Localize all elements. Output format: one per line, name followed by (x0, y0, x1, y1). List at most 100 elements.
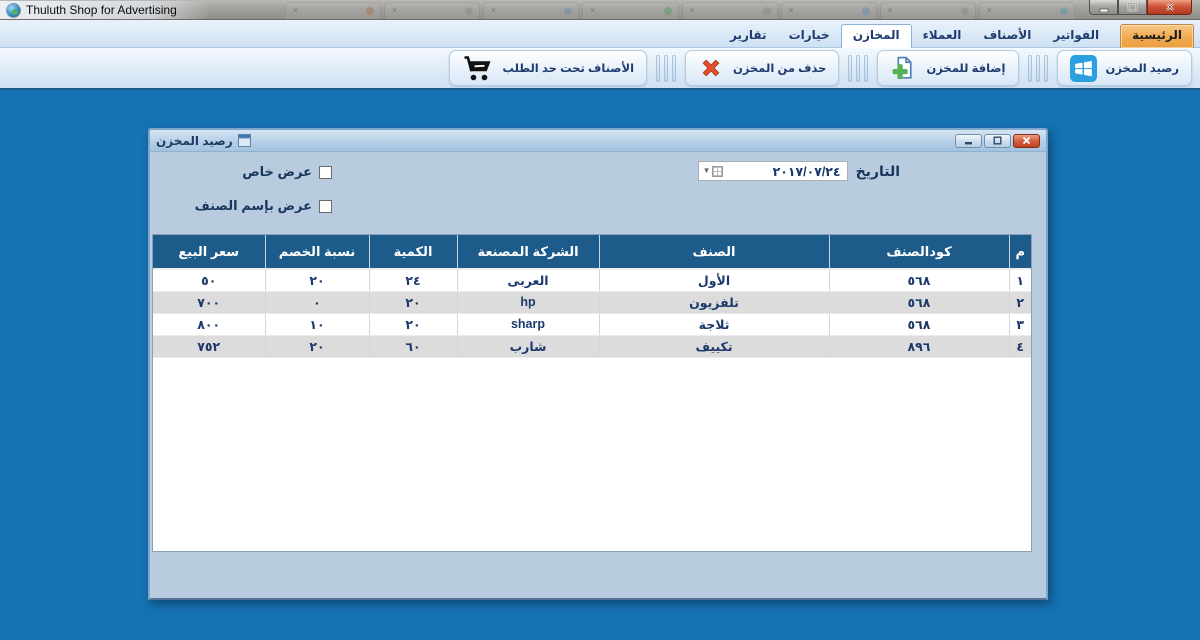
toolbar-button-label: رصيد المخزن (1105, 63, 1180, 75)
background-browser-tabs: ✕ ✕ ✕ ✕ ✕ ✕ ✕ ✕ (285, 2, 1075, 19)
column-header-2[interactable]: الصنف (598, 235, 829, 270)
tab-favicon-icon (861, 7, 870, 15)
tab-customers[interactable]: العملاء (922, 28, 962, 42)
column-header-6[interactable]: سعر البيع (153, 235, 265, 270)
table-cell[interactable]: ٢٠ (264, 269, 369, 292)
store-balance-button[interactable]: رصيد المخزن (1056, 50, 1192, 86)
table-cell[interactable]: تكييف (598, 335, 829, 358)
table-cell[interactable]: العربى (456, 269, 599, 292)
column-header-1[interactable]: كودالصنف (828, 235, 1009, 270)
table-cell[interactable]: ٥٦٨ (828, 313, 1009, 336)
table-cell[interactable]: sharp (456, 313, 599, 336)
tab-close-icon: ✕ (391, 6, 398, 15)
table-cell[interactable]: ٢٠ (368, 313, 457, 336)
toolbar-separator (656, 54, 677, 82)
tab-favicon-icon (762, 7, 771, 15)
child-window-client-area: التاريخ ▼ ٢٠١٧/٠٧/٢٤ عرض خاص عرض بإسم الص… (150, 152, 1046, 598)
column-header-5[interactable]: نسبة الخصم (264, 235, 369, 270)
toolbar: رصيد المخزن إضافة للمخزن حذف من المخزن الأص… (0, 48, 1200, 90)
table-cell[interactable]: ٧٥٢ (153, 335, 265, 358)
tab-invoices[interactable]: الفواتير (1053, 28, 1100, 42)
child-window-controls (955, 133, 1040, 148)
table-row[interactable]: ٤ ٨٩٦ تكييف شارب ٦٠ ٢٠ ٧٥٢ (153, 335, 1031, 358)
checkbox-special-view[interactable]: عرض خاص (242, 164, 332, 180)
table-cell[interactable]: ٣ (1008, 313, 1031, 336)
child-maximize-button[interactable] (984, 133, 1011, 148)
checkbox-box-icon (319, 165, 332, 179)
table-cell[interactable]: ٨٩٦ (828, 335, 1009, 358)
background-tab: ✕ (978, 2, 1075, 19)
toolbar-button-label: حذف من المخزن (733, 63, 827, 75)
table-cell[interactable]: ٠ (264, 291, 369, 314)
table-row[interactable]: ٣ ٥٦٨ ثلاجة sharp ٢٠ ١٠ ٨٠٠ (153, 313, 1031, 336)
table-cell[interactable]: الأول (598, 269, 829, 292)
close-icon (1022, 136, 1031, 145)
minimize-icon (1099, 8, 1108, 12)
background-tab: ✕ (285, 2, 382, 19)
close-button[interactable] (1147, 0, 1192, 15)
maximize-icon (993, 136, 1002, 145)
column-header-3[interactable]: الشركة المصنعة (456, 235, 599, 270)
child-window-title: رصيد المخزن (156, 133, 233, 148)
background-tab: ✕ (681, 2, 778, 19)
table-cell[interactable]: ٢٠ (264, 335, 369, 358)
table-cell[interactable]: تلفزيون (598, 291, 829, 314)
tab-favicon-icon (1060, 7, 1068, 15)
child-close-button[interactable] (1013, 133, 1040, 148)
tab-favicon-icon (465, 7, 474, 15)
child-minimize-button[interactable] (955, 133, 982, 148)
tab-close-icon: ✕ (490, 6, 497, 15)
minimize-icon (965, 141, 972, 144)
date-picker[interactable]: ▼ ٢٠١٧/٠٧/٢٤ (697, 161, 848, 181)
table-cell[interactable]: ثلاجة (598, 313, 829, 336)
table-cell[interactable]: ٤ (1008, 335, 1031, 358)
tab-close-icon: ✕ (688, 6, 696, 15)
tab-favicon-icon (564, 7, 573, 15)
table-cell[interactable]: ٥٦٨ (828, 291, 1009, 314)
table-cell[interactable]: شارب (456, 335, 599, 358)
table-cell[interactable]: ١٠ (264, 313, 369, 336)
tab-items[interactable]: الأصناف (983, 28, 1032, 42)
background-tab: ✕ (780, 2, 877, 19)
table-cell[interactable]: ١ (1008, 269, 1031, 292)
tab-stores[interactable]: المخازن (840, 24, 912, 48)
child-window-titlebar: رصيد المخزن (150, 130, 1046, 152)
checkbox-label: عرض خاص (242, 164, 312, 179)
minimize-button[interactable] (1089, 0, 1118, 15)
table-row[interactable]: ١ ٥٦٨ الأول العربى ٢٤ ٢٠ ٥٠ (153, 269, 1031, 292)
tab-options[interactable]: خيارات (788, 28, 830, 42)
column-header-4[interactable]: الكمية (368, 235, 457, 270)
window-titlebar: Thuluth Shop for Advertising ✕ ✕ ✕ ✕ ✕ ✕ ✕ ✕ (0, 0, 1200, 20)
table-cell[interactable]: hp (456, 291, 599, 314)
add-to-store-button[interactable]: إضافة للمخزن (877, 50, 1019, 86)
window-title-area: Thuluth Shop for Advertising (0, 1, 211, 19)
chevron-down-icon: ▼ (702, 166, 711, 175)
maximize-button[interactable] (1118, 0, 1147, 15)
inventory-table-head: م كودالصنف الصنف الشركة المصنعة الكمية نسبة ا… (153, 235, 1031, 270)
table-cell[interactable]: ٨٠٠ (153, 313, 265, 336)
store-balance-window: رصيد المخزن التاريخ ▼ ٢٠١٧/٠٧/٢٤ (148, 128, 1048, 600)
tab-favicon-icon (663, 7, 672, 15)
checkbox-view-by-item-name[interactable]: عرض بإسم الصنف (195, 198, 332, 214)
table-cell[interactable]: ٦٠ (368, 335, 457, 358)
background-tab: ✕ (384, 2, 481, 19)
table-cell[interactable]: ٥٠ (153, 269, 265, 292)
column-header-0[interactable]: م (1008, 235, 1031, 270)
tab-reports[interactable]: تقارير (730, 28, 767, 42)
ribbon-tabstrip: الرئيسية الفواتير الأصناف العملاء المخازن خيا… (0, 20, 1200, 48)
checkbox-box-icon (319, 199, 332, 213)
table-cell[interactable]: ٥٦٨ (828, 269, 1009, 292)
table-cell[interactable]: ٢٠ (368, 291, 457, 314)
tab-home[interactable]: الرئيسية (1120, 24, 1194, 48)
date-row: التاريخ ▼ ٢٠١٧/٠٧/٢٤ (697, 161, 900, 181)
table-cell[interactable]: ٢ (1008, 291, 1031, 314)
inventory-table-body: ١ ٥٦٨ الأول العربى ٢٤ ٢٠ ٥٠ ٢ ٥٦٨ تلفزيون hp ٢٠ ٠ ٧٠٠… (153, 269, 1031, 358)
table-row[interactable]: ٢ ٥٦٨ تلفزيون hp ٢٠ ٠ ٧٠٠ (153, 291, 1031, 314)
table-cell[interactable]: ٢٤ (368, 269, 457, 292)
items-under-order-limit-button[interactable]: الأصناف تحت حد الطلب (449, 50, 648, 86)
background-tab: ✕ (879, 2, 976, 19)
table-cell[interactable]: ٧٠٠ (153, 291, 265, 314)
delete-from-store-button[interactable]: حذف من المخزن (685, 50, 840, 86)
tab-close-icon: ✕ (589, 6, 597, 15)
